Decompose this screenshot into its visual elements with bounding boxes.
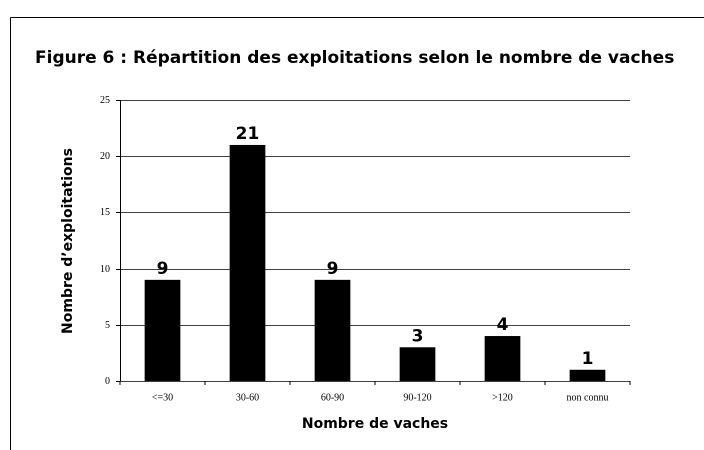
- data-label: 9: [157, 259, 169, 279]
- y-tick-label: 20: [100, 151, 110, 162]
- bar: [144, 279, 181, 381]
- data-label: 1: [582, 349, 594, 369]
- x-tick-label: 60-90: [321, 392, 344, 403]
- bar: [484, 336, 521, 381]
- x-tick-label: 30-60: [236, 392, 259, 403]
- bar: [569, 369, 606, 381]
- data-label: 4: [497, 315, 509, 335]
- y-axis-label: Nombre d’exploitations: [60, 148, 76, 334]
- y-tick-label: 25: [100, 95, 110, 106]
- data-label: 9: [327, 259, 339, 279]
- x-tick-label: <=30: [152, 392, 173, 403]
- y-tick-label: 0: [105, 376, 110, 387]
- data-label: 3: [412, 326, 424, 346]
- x-tick-label: 90-120: [403, 392, 431, 403]
- bar: [229, 144, 266, 381]
- bar: [314, 279, 351, 381]
- data-label: 21: [236, 124, 260, 144]
- x-tick-label: non connu: [567, 392, 609, 403]
- y-tick-label: 5: [105, 320, 110, 331]
- bar: [399, 347, 436, 381]
- x-tick-label: >120: [492, 392, 513, 403]
- chart-title: Figure 6 : Répartition des exploitations…: [35, 48, 674, 68]
- y-tick-label: 10: [100, 264, 110, 275]
- y-tick-label: 15: [100, 207, 110, 218]
- x-axis-label: Nombre de vaches: [302, 416, 448, 432]
